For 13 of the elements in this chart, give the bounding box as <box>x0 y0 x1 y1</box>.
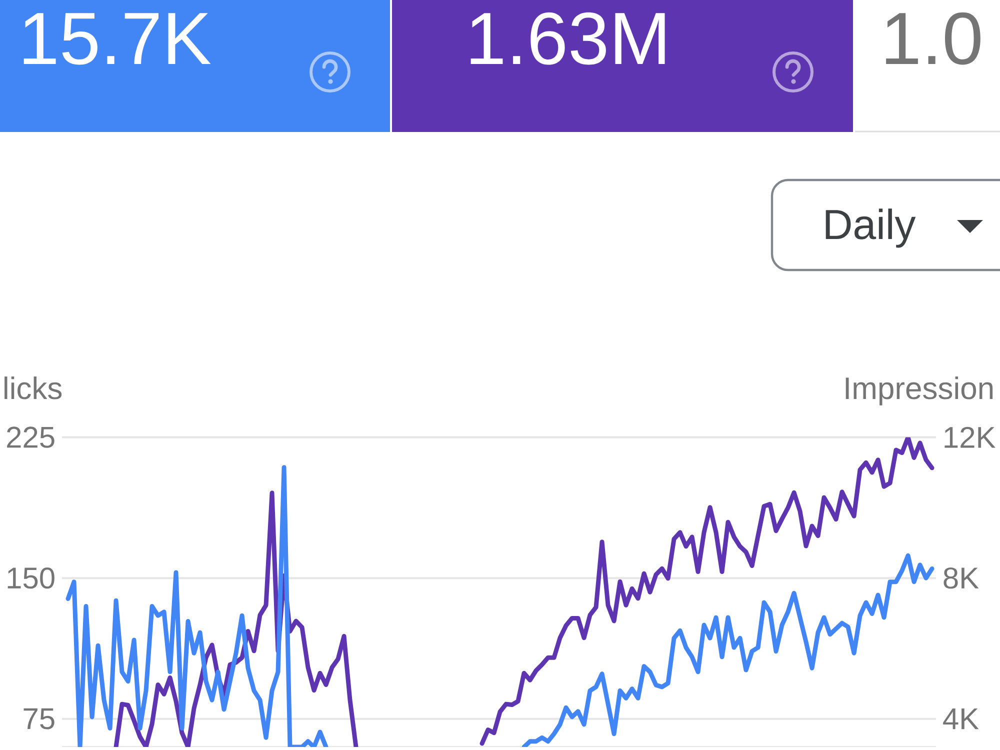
text: Daily <box>826 208 916 248</box>
y-tick-label: 225 <box>7 426 54 448</box>
y2-tick-label: 8K <box>944 567 979 589</box>
text: 15.7K <box>24 13 211 65</box>
y2-tick-label: 4K <box>943 708 979 730</box>
line-series <box>480 437 934 746</box>
y2-tick-label: 12K <box>944 426 996 448</box>
y2-axis-title: Impression <box>846 376 993 406</box>
text: 1.0 <box>886 12 980 65</box>
text: 1.63M <box>470 12 665 65</box>
y-tick-label: 150 <box>8 567 54 589</box>
y-tick-label: 75 <box>24 708 54 730</box>
y-axis-title: licks <box>4 376 62 400</box>
